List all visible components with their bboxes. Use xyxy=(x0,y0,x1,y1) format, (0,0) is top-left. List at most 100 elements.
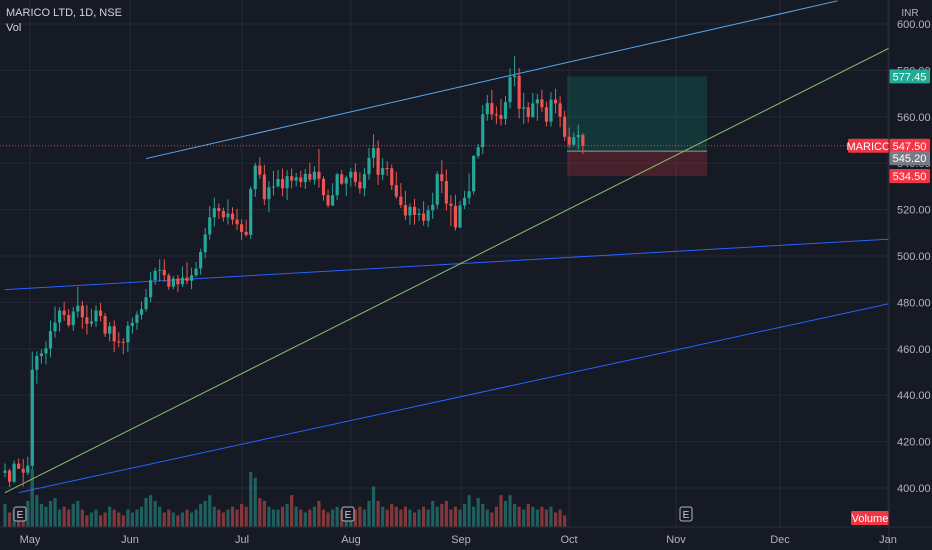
candle-body[interactable] xyxy=(476,147,480,157)
candle-body[interactable] xyxy=(158,269,162,271)
candle-body[interactable] xyxy=(280,178,285,189)
candle-body[interactable] xyxy=(572,137,576,145)
candle-body[interactable] xyxy=(499,114,503,119)
candle-body[interactable] xyxy=(526,107,530,118)
candle-body[interactable] xyxy=(462,197,467,206)
candle-body[interactable] xyxy=(230,213,235,220)
candle-body[interactable] xyxy=(431,204,435,211)
candle-body[interactable] xyxy=(149,280,153,298)
candle-body[interactable] xyxy=(394,185,398,197)
candle-body[interactable] xyxy=(39,353,43,356)
candle-body[interactable] xyxy=(17,463,21,469)
candle-body[interactable] xyxy=(249,188,253,235)
volume-indicator-label[interactable]: Vol xyxy=(6,22,22,34)
candle-body[interactable] xyxy=(381,168,385,175)
candle-body[interactable] xyxy=(426,210,430,221)
candle-body[interactable] xyxy=(563,116,567,137)
candle-body[interactable] xyxy=(176,278,180,285)
candle-body[interactable] xyxy=(235,219,239,225)
candle-body[interactable] xyxy=(180,277,185,285)
candle-body[interactable] xyxy=(185,277,189,281)
candle-body[interactable] xyxy=(226,213,230,218)
position-loss-zone[interactable] xyxy=(567,151,707,176)
candle-body[interactable] xyxy=(85,317,89,324)
candle-body[interactable] xyxy=(467,191,471,198)
candle-body[interactable] xyxy=(453,205,458,228)
candle-body[interactable] xyxy=(490,103,494,115)
candle-body[interactable] xyxy=(153,270,157,281)
candle-body[interactable] xyxy=(549,99,553,122)
candle-body[interactable] xyxy=(435,174,439,205)
candle-body[interactable] xyxy=(308,173,312,180)
candle-body[interactable] xyxy=(508,77,512,103)
candle-body[interactable] xyxy=(167,275,171,287)
candle-body[interactable] xyxy=(44,348,48,354)
candle-body[interactable] xyxy=(531,103,535,118)
candle-body[interactable] xyxy=(399,196,403,205)
candle-body[interactable] xyxy=(80,305,84,318)
candle-body[interactable] xyxy=(108,326,112,334)
candle-body[interactable] xyxy=(412,206,417,215)
candle-body[interactable] xyxy=(367,157,371,175)
candle-body[interactable] xyxy=(335,174,339,196)
candle-body[interactable] xyxy=(535,99,539,104)
candle-body[interactable] xyxy=(576,134,580,138)
candle-body[interactable] xyxy=(390,168,394,186)
candle-body[interactable] xyxy=(76,305,80,312)
candle-body[interactable] xyxy=(217,208,221,211)
candle-body[interactable] xyxy=(212,208,216,218)
candle-body[interactable] xyxy=(408,206,412,216)
candle-body[interactable] xyxy=(194,268,198,276)
candle-body[interactable] xyxy=(422,213,426,221)
candle-body[interactable] xyxy=(21,468,25,473)
candle-body[interactable] xyxy=(321,178,326,196)
candle-body[interactable] xyxy=(344,177,348,184)
candle-body[interactable] xyxy=(144,297,148,310)
candle-body[interactable] xyxy=(135,314,139,323)
candle-body[interactable] xyxy=(35,355,39,370)
candle-body[interactable] xyxy=(485,103,489,115)
candle-body[interactable] xyxy=(440,174,444,182)
candle-body[interactable] xyxy=(340,174,344,184)
candle-body[interactable] xyxy=(58,310,62,323)
candle-body[interactable] xyxy=(294,177,298,181)
candle-body[interactable] xyxy=(262,174,266,200)
candle-body[interactable] xyxy=(126,325,130,343)
candle-body[interactable] xyxy=(312,171,316,180)
candle-body[interactable] xyxy=(67,314,71,326)
candle-body[interactable] xyxy=(349,171,353,178)
trendline[interactable] xyxy=(18,266,932,494)
candle-body[interactable] xyxy=(290,176,294,181)
candle-body[interactable] xyxy=(371,148,376,158)
candle-body[interactable] xyxy=(7,470,12,482)
candle-body[interactable] xyxy=(494,114,498,116)
candle-body[interactable] xyxy=(89,321,94,324)
candle-body[interactable] xyxy=(244,231,248,235)
candle-body[interactable] xyxy=(385,168,389,170)
candle-body[interactable] xyxy=(203,234,207,253)
candle-body[interactable] xyxy=(567,136,571,145)
candle-body[interactable] xyxy=(276,178,280,187)
candle-body[interactable] xyxy=(472,156,476,192)
candle-body[interactable] xyxy=(62,310,66,315)
candle-body[interactable] xyxy=(30,369,34,466)
candle-body[interactable] xyxy=(299,177,303,182)
candle-body[interactable] xyxy=(48,331,53,349)
candle-body[interactable] xyxy=(98,310,103,317)
candle-body[interactable] xyxy=(522,107,526,109)
candle-body[interactable] xyxy=(458,205,462,228)
candle-body[interactable] xyxy=(258,165,262,175)
candle-body[interactable] xyxy=(540,99,544,108)
candle-body[interactable] xyxy=(162,269,166,276)
earnings-icon[interactable] xyxy=(679,506,693,522)
candle-body[interactable] xyxy=(3,470,7,473)
symbol-title[interactable]: MARICO LTD, 1D, NSE xyxy=(6,7,122,19)
candle-body[interactable] xyxy=(353,171,357,182)
candle-body[interactable] xyxy=(513,75,517,78)
candle-body[interactable] xyxy=(112,326,116,342)
candle-body[interactable] xyxy=(71,311,75,326)
candle-body[interactable] xyxy=(253,165,257,189)
trendline[interactable] xyxy=(145,0,838,160)
candle-body[interactable] xyxy=(358,181,362,189)
candle-body[interactable] xyxy=(189,275,194,281)
